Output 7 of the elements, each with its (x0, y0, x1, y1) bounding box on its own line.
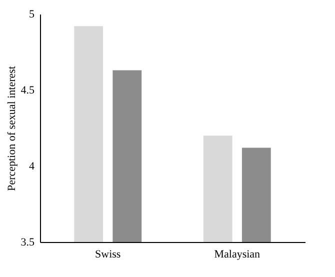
x-tick-label: Malaysian (214, 248, 261, 260)
y-tick-label: 5 (29, 8, 35, 20)
y-tick-label: 3.5 (20, 236, 35, 248)
x-tick-label: Swiss (95, 248, 121, 260)
y-tick-label: 4.5 (20, 84, 35, 96)
y-axis-title: Perception of sexual interest (6, 66, 18, 191)
y-tick-label: 4 (29, 160, 35, 172)
